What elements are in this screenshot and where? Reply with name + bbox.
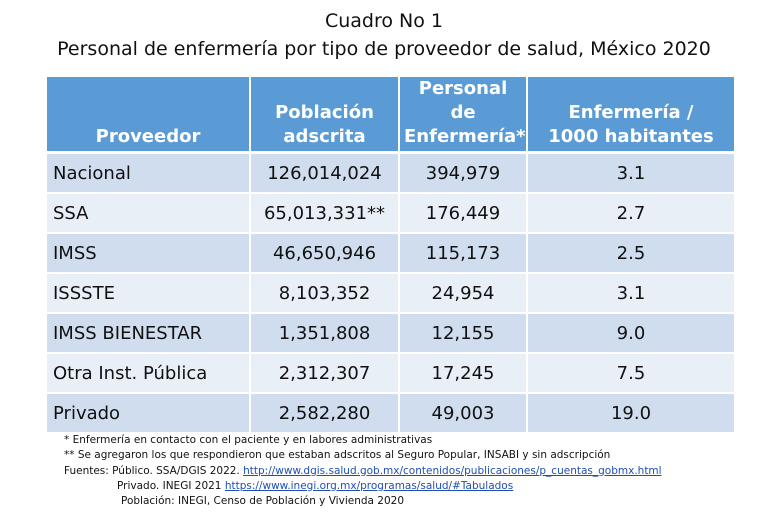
cell-nurses: 49,003 [400, 394, 528, 434]
cell-population: 1,351,808 [251, 314, 400, 354]
table-row: IMSS 46,650,946 115,173 2.5 [47, 234, 734, 274]
cell-provider: IMSS [47, 234, 251, 274]
table-row: Nacional 126,014,024 394,979 3.1 [47, 154, 734, 194]
cell-ratio: 7.5 [528, 354, 734, 394]
cell-ratio: 3.1 [528, 154, 734, 194]
table-header-row: Proveedor Población adscrita Personal de… [47, 77, 734, 154]
cell-population: 2,582,280 [251, 394, 400, 434]
table-title: Personal de enfermería por tipo de prove… [57, 38, 711, 60]
inegi-link[interactable]: https://www.inegi.org.mx/programas/salud… [224, 479, 514, 492]
cell-population: 126,014,024 [251, 154, 400, 194]
footnotes: * Enfermería en contacto con el paciente… [64, 433, 764, 509]
source-private: Privado. INEGI 2021 https://www.inegi.or… [64, 479, 764, 494]
cell-population: 65,013,331** [251, 194, 400, 234]
header-poblacion-text: Población adscrita [275, 102, 374, 147]
cell-provider: ISSSTE [47, 274, 251, 314]
cell-ratio: 3.1 [528, 274, 734, 314]
nursing-staff-table: Proveedor Población adscrita Personal de… [47, 77, 734, 434]
cell-ratio: 2.7 [528, 194, 734, 234]
cell-population: 2,312,307 [251, 354, 400, 394]
header-personal-text: Personal de Enfermería* [404, 78, 526, 147]
source-population: Población: INEGI, Censo de Población y V… [121, 495, 405, 508]
source-public: Fuentes: Público. SSA/DGIS 2022. http://… [64, 464, 764, 479]
header-ratio-text: Enfermería / 1000 habitantes [548, 102, 714, 147]
cell-nurses: 24,954 [400, 274, 528, 314]
table-row: ISSSTE 8,103,352 24,954 3.1 [47, 274, 734, 314]
cell-provider: Nacional [47, 154, 251, 194]
cell-nurses: 176,449 [400, 194, 528, 234]
source-private-label: Privado. INEGI 2021 [117, 479, 222, 492]
cell-nurses: 12,155 [400, 314, 528, 354]
table-row: SSA 65,013,331** 176,449 2.7 [47, 194, 734, 234]
cell-ratio: 19.0 [528, 394, 734, 434]
cell-population: 8,103,352 [251, 274, 400, 314]
cell-nurses: 17,245 [400, 354, 528, 394]
source-public-label: Fuentes: Público. SSA/DGIS 2022. [64, 464, 240, 477]
footnote-ssa: ** Se agregaron los que respondieron que… [64, 449, 611, 462]
table-row: Privado 2,582,280 49,003 19.0 [47, 394, 734, 434]
cell-ratio: 9.0 [528, 314, 734, 354]
table-caption: Cuadro No 1 [324, 10, 444, 32]
table-row: Otra Inst. Pública 2,312,307 17,245 7.5 [47, 354, 734, 394]
cell-ratio: 2.5 [528, 234, 734, 274]
header-ratio: Enfermería / 1000 habitantes [528, 77, 734, 154]
cell-provider: SSA [47, 194, 251, 234]
cell-population: 46,650,946 [251, 234, 400, 274]
header-personal: Personal de Enfermería* [400, 77, 528, 154]
cell-nurses: 115,173 [400, 234, 528, 274]
cell-provider: Privado [47, 394, 251, 434]
cell-nurses: 394,979 [400, 154, 528, 194]
header-poblacion: Población adscrita [251, 77, 400, 154]
dgis-link[interactable]: http://www.dgis.salud.gob.mx/contenidos/… [243, 464, 662, 477]
cell-provider: IMSS BIENESTAR [47, 314, 251, 354]
header-proveedor: Proveedor [47, 77, 251, 154]
cell-provider: Otra Inst. Pública [47, 354, 251, 394]
footnote-nursing: * Enfermería en contacto con el paciente… [64, 434, 433, 446]
table-row: IMSS BIENESTAR 1,351,808 12,155 9.0 [47, 314, 734, 354]
